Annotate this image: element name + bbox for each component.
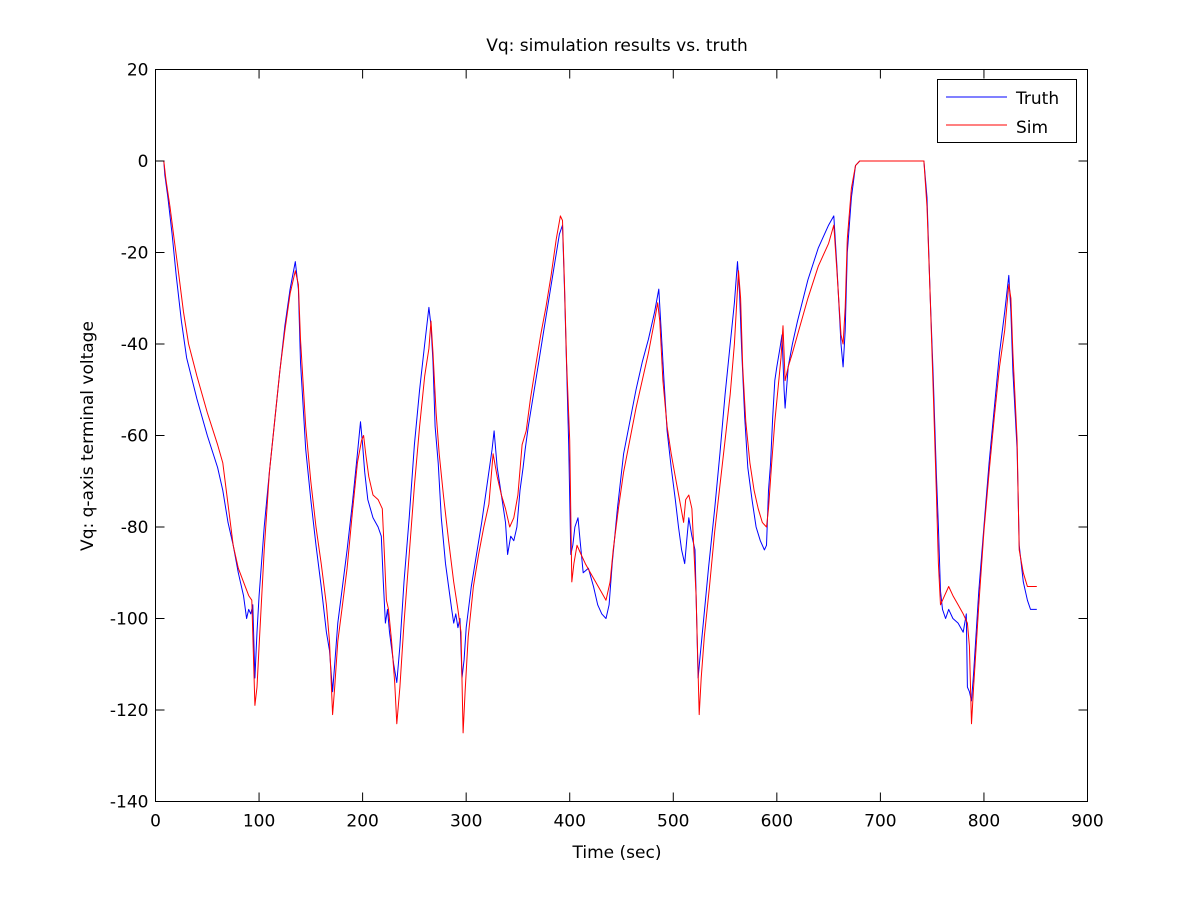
chart-title: Vq: simulation results vs. truth [486,36,748,56]
legend-label-sim: Sim [1016,118,1048,138]
x-tick-label-0: 0 [150,812,161,832]
x-tick-label-600: 600 [761,812,793,832]
y-axis: 20 0 -20 -40 -60 -80 -100 -120 -140 [110,61,1088,813]
legend-box [937,79,1077,143]
y-tick-label--140: -140 [110,793,149,813]
y-tick-label--40: -40 [121,335,149,355]
x-tick-label-100: 100 [243,812,275,832]
x-tick-label-500: 500 [657,812,689,832]
x-tick-label-800: 800 [968,812,1000,832]
x-axis: 0 100 200 300 400 500 600 700 800 900 [150,69,1104,832]
y-tick-label--120: -120 [110,701,149,721]
x-tick-label-300: 300 [450,812,482,832]
y-axis-label: Vq: q-axis terminal voltage [78,321,98,551]
plot-area [155,160,1037,734]
x-tick-label-900: 900 [1071,812,1103,832]
x-axis-label: Time (sec) [572,843,662,863]
legend: Truth Sim [937,79,1077,143]
y-tick-label-20: 20 [127,61,149,81]
y-tick-label--20: -20 [121,244,149,264]
y-tick-label--80: -80 [121,518,149,538]
x-tick-label-200: 200 [346,812,378,832]
x-tick-label-700: 700 [864,812,896,832]
y-tick-label--100: -100 [110,610,149,630]
x-tick-label-400: 400 [553,812,585,832]
series-line-sim [155,160,1037,734]
y-tick-label--60: -60 [121,427,149,447]
y-tick-label-0: 0 [138,152,149,172]
legend-label-truth: Truth [1015,89,1059,109]
